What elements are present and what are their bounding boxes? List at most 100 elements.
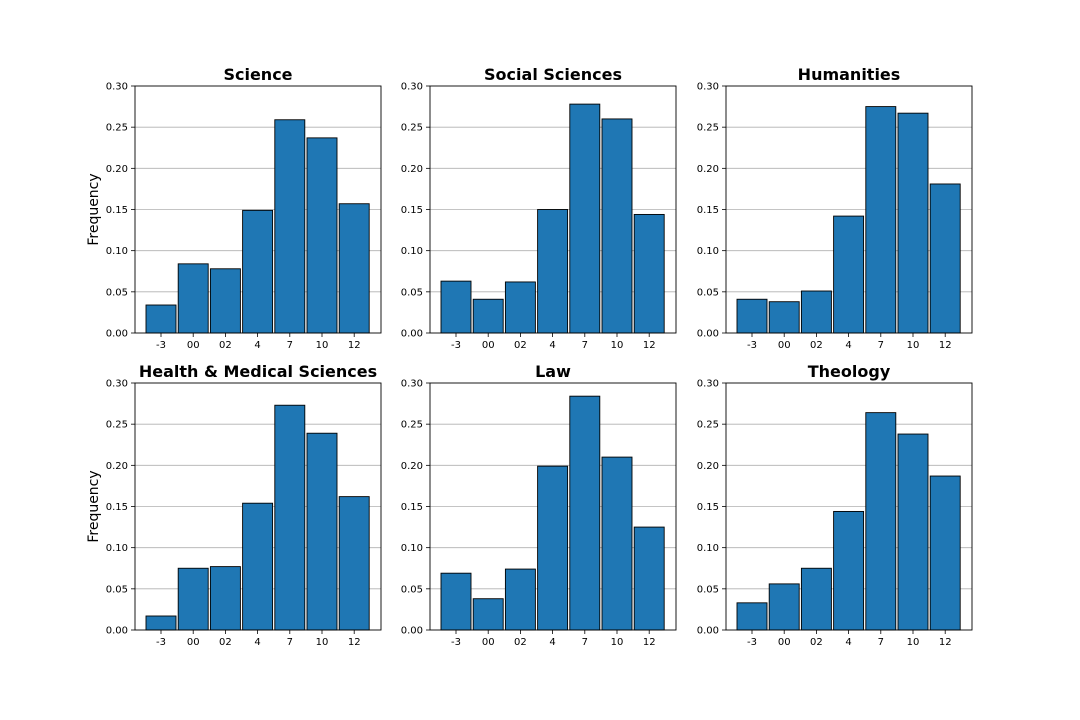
x-tick-label: 00 — [778, 637, 791, 648]
x-tick-label: 12 — [348, 340, 361, 351]
subplot-3: 0.00 0.05 0.10 0.15 0.20 0.25 0.30 -3 00 02 4 7 10 12… — [86, 362, 382, 648]
x-tick-label: 00 — [187, 637, 200, 648]
y-axis-label: Frequency — [86, 470, 102, 542]
y-tick-label: 0.05 — [697, 287, 719, 298]
y-tick-label: 0.25 — [697, 420, 719, 431]
subplot-1: 0.00 0.05 0.10 0.15 0.20 0.25 0.30 -3 00 02 4 7 10 12… — [401, 65, 677, 351]
x-tick-label: 02 — [810, 637, 823, 648]
y-tick-label: 0.05 — [401, 584, 423, 595]
x-tick-label: -3 — [156, 340, 166, 351]
x-tick-label: 02 — [514, 340, 527, 351]
bar--3 — [145, 615, 177, 631]
bar-00 — [768, 583, 800, 631]
axes-frame — [429, 85, 677, 334]
x-tick-label: -3 — [747, 340, 757, 351]
y-tick-label: 0.05 — [106, 584, 128, 595]
x-tick-label: 10 — [316, 637, 329, 648]
axes-frame — [134, 85, 382, 334]
y-tick-label: 0.10 — [106, 543, 128, 554]
x-tick-label: 7 — [582, 340, 588, 351]
y-tick-label: 0.15 — [697, 502, 719, 513]
x-tick-label: 4 — [549, 340, 555, 351]
y-tick-label: 0.20 — [401, 461, 423, 472]
y-tick-label: 0.15 — [401, 205, 423, 216]
bar-00 — [472, 598, 504, 631]
x-tick-label: 4 — [549, 637, 555, 648]
y-tick-label: 0.30 — [106, 82, 128, 93]
x-tick-label: 7 — [878, 637, 884, 648]
bar-00 — [177, 567, 209, 631]
x-tick-label: -3 — [747, 637, 757, 648]
bar-10 — [897, 433, 929, 631]
bar-4 — [833, 215, 865, 334]
bar-00 — [177, 263, 209, 334]
x-tick-label: 4 — [254, 340, 260, 351]
y-tick-label: 0.10 — [106, 246, 128, 257]
y-tick-label: 0.05 — [697, 584, 719, 595]
y-tick-label: 0.25 — [401, 420, 423, 431]
bar-10 — [306, 137, 338, 334]
x-tick-label: 10 — [907, 340, 920, 351]
bar-02 — [209, 566, 241, 631]
x-tick-label: 12 — [939, 637, 952, 648]
chart-title: Social Sciences — [484, 65, 622, 84]
bar-12 — [338, 203, 370, 334]
x-tick-label: 10 — [316, 340, 329, 351]
x-tick-label: 12 — [643, 340, 656, 351]
y-tick-label: 0.00 — [106, 626, 128, 637]
bar-4 — [537, 465, 569, 631]
bar-02 — [504, 281, 536, 334]
axes-frame — [429, 382, 677, 631]
bar-4 — [242, 209, 274, 334]
bar-02 — [800, 567, 832, 631]
x-tick-label: 7 — [582, 637, 588, 648]
y-tick-label: 0.30 — [697, 379, 719, 390]
y-tick-label: 0.05 — [401, 287, 423, 298]
x-tick-label: 02 — [219, 637, 232, 648]
bar-10 — [601, 456, 633, 631]
subplot-5: 0.00 0.05 0.10 0.15 0.20 0.25 0.30 -3 00 02 4 7 10 12… — [697, 362, 973, 648]
bar-7 — [274, 404, 306, 631]
x-tick-label: 7 — [287, 637, 293, 648]
x-tick-label: 10 — [611, 340, 624, 351]
bar-7 — [865, 106, 897, 334]
axes-frame — [134, 382, 382, 631]
bar-12 — [338, 496, 370, 631]
bar-00 — [768, 301, 800, 334]
x-tick-label: 4 — [845, 340, 851, 351]
bar-00 — [472, 298, 504, 334]
x-tick-label: 4 — [254, 637, 260, 648]
y-tick-label: 0.00 — [401, 626, 423, 637]
x-tick-label: 00 — [187, 340, 200, 351]
bar-02 — [800, 290, 832, 334]
y-tick-label: 0.25 — [106, 420, 128, 431]
bar-12 — [929, 475, 961, 631]
bar--3 — [440, 280, 472, 334]
x-tick-label: 02 — [810, 340, 823, 351]
y-tick-label: 0.15 — [106, 205, 128, 216]
x-tick-label: -3 — [451, 637, 461, 648]
bar-02 — [209, 268, 241, 334]
x-tick-label: 00 — [778, 340, 791, 351]
bar--3 — [736, 602, 768, 631]
subplot-0: 0.00 0.05 0.10 0.15 0.20 0.25 0.30 -3 00 02 4 7 10 12… — [86, 65, 382, 351]
bar-7 — [569, 395, 601, 631]
subplot-2: 0.00 0.05 0.10 0.15 0.20 0.25 0.30 -3 00 02 4 7 10 12… — [697, 65, 973, 351]
bar--3 — [145, 304, 177, 334]
x-tick-label: 7 — [287, 340, 293, 351]
bar--3 — [440, 572, 472, 631]
x-tick-label: 00 — [482, 340, 495, 351]
x-tick-label: 02 — [219, 340, 232, 351]
y-tick-label: 0.15 — [106, 502, 128, 513]
bar-10 — [601, 118, 633, 334]
x-tick-label: 12 — [348, 637, 361, 648]
y-tick-label: 0.30 — [401, 82, 423, 93]
chart-title: Science — [223, 65, 292, 84]
x-tick-label: 4 — [845, 637, 851, 648]
y-tick-label: 0.25 — [697, 123, 719, 134]
bar-4 — [537, 209, 569, 334]
y-tick-label: 0.00 — [106, 329, 128, 340]
chart-title: Health & Medical Sciences — [139, 362, 377, 381]
y-tick-label: 0.10 — [401, 543, 423, 554]
